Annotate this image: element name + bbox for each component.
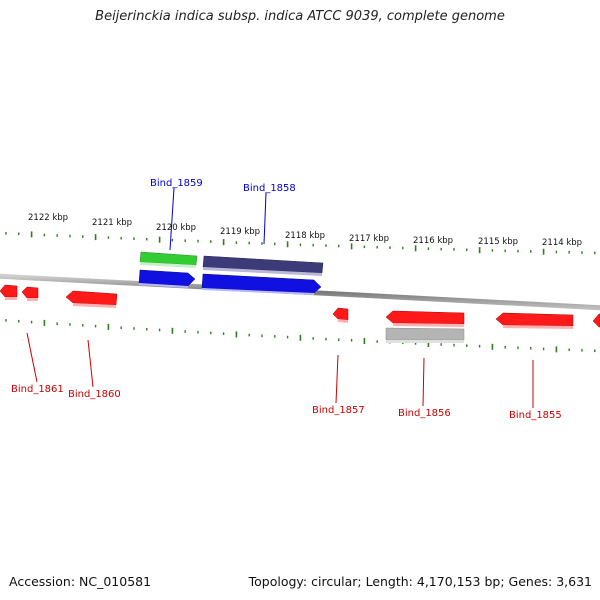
ticks-inner-row — [5, 319, 596, 353]
gene-feature[interactable] — [21, 286, 39, 299]
gene-labels: Bind_1859 Bind_1858 Bind_1861 Bind_1860 … — [11, 178, 562, 421]
gene-feature — [202, 288, 314, 295]
tick-label: 2122 kbp — [28, 213, 68, 223]
gene-feature — [393, 323, 464, 327]
gene-feature[interactable] — [332, 307, 349, 321]
gene-feature[interactable] — [138, 269, 196, 287]
genome-summary-text: Topology: circular; Length: 4,170,153 bp… — [248, 574, 592, 589]
gene-feature[interactable] — [0, 284, 18, 298]
tick-label: 2120 kbp — [156, 223, 196, 233]
gene-feature — [5, 297, 17, 300]
gene-feature — [73, 303, 116, 308]
map-title: Beijerinckia indica subsp. indica ATCC 9… — [95, 9, 505, 24]
gene-feature[interactable] — [385, 310, 465, 325]
reverse-genes — [0, 284, 600, 343]
gene-feature[interactable] — [65, 290, 118, 306]
gene-feature — [139, 283, 188, 288]
gene-feature — [386, 340, 464, 343]
accession-text: Accession: NC_010581 — [9, 574, 152, 589]
tick-label: 2118 kbp — [285, 231, 325, 241]
gene-label[interactable]: Bind_1855 — [509, 410, 562, 421]
tick-label: 2117 kbp — [349, 234, 389, 244]
gene-feature — [503, 325, 573, 329]
tick-labels: 2122 kbp 2121 kbp 2120 kbp 2119 kbp 2118… — [28, 213, 582, 248]
gene-feature[interactable] — [385, 327, 465, 341]
forward-genes — [138, 251, 324, 295]
gene-label[interactable]: Bind_1860 — [68, 389, 121, 400]
gene-feature — [27, 298, 38, 301]
gene-feature — [203, 267, 322, 276]
ticks-outer-row — [5, 231, 596, 255]
gene-label[interactable]: Bind_1861 — [11, 384, 64, 395]
tick-label: 2114 kbp — [542, 238, 582, 248]
gene-label[interactable]: Bind_1859 — [150, 178, 203, 189]
gene-feature — [140, 262, 196, 268]
label-leaders — [26, 187, 534, 408]
tick-label: 2119 kbp — [220, 227, 260, 237]
gene-label[interactable]: Bind_1856 — [398, 408, 451, 419]
gene-label[interactable]: Bind_1858 — [243, 183, 296, 194]
gene-feature[interactable] — [495, 312, 574, 327]
tick-label: 2115 kbp — [478, 237, 518, 247]
gene-label[interactable]: Bind_1857 — [312, 405, 365, 416]
tick-label: 2116 kbp — [413, 236, 453, 246]
gene-feature — [338, 319, 348, 323]
gene-feature[interactable] — [592, 313, 600, 328]
gene-feature[interactable] — [201, 273, 322, 294]
tick-label: 2121 kbp — [92, 218, 132, 228]
